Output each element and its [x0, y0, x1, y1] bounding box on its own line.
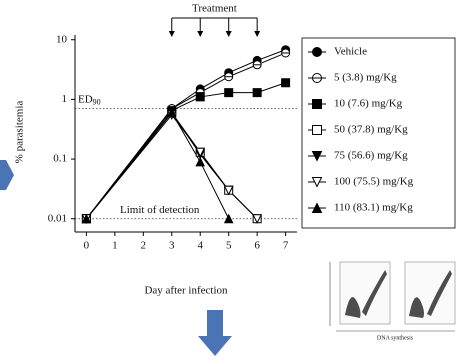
marker	[225, 89, 233, 97]
reference-label: ED90	[78, 93, 101, 106]
legend-label: 5 (3.8) mg/Kg	[334, 72, 397, 84]
x-tick-label: 1	[112, 240, 118, 252]
treatment-arrowhead	[226, 31, 232, 37]
reference-text: ED	[78, 93, 93, 105]
marker	[253, 89, 261, 97]
x-tick-label: 7	[283, 240, 289, 252]
marker	[196, 158, 204, 166]
treatment-arrowhead	[169, 31, 175, 37]
treatment-arrowhead	[197, 31, 203, 37]
legend-label: 100 (75.5) mg/Kg	[334, 176, 414, 188]
reference-text: Limit of detection	[120, 203, 200, 215]
blue-arrow-left	[0, 160, 14, 190]
y-tick-label: 0.1	[53, 153, 67, 165]
x-tick-label: 0	[84, 240, 90, 252]
y-tick-label: 0.01	[48, 212, 67, 224]
reference-subscript: 90	[93, 97, 101, 106]
series-line	[86, 83, 285, 219]
x-tick-label: 5	[226, 240, 232, 252]
y-tick-label: 10	[56, 33, 68, 45]
blue-arrow-down	[198, 310, 232, 356]
legend-label: 10 (7.6) mg/Kg	[334, 98, 403, 110]
x-tick-label: 4	[197, 240, 203, 252]
treatment-arrowhead	[254, 31, 260, 37]
figure: % parasitemia Day after infection DNA sy…	[0, 0, 462, 364]
x-axis-label: Day after infection	[144, 285, 228, 297]
inset-x-label: DNA synthesis	[377, 335, 414, 341]
x-tick-label: 3	[169, 240, 175, 252]
marker	[313, 48, 322, 57]
inset-plots: DNA synthesis	[330, 262, 455, 341]
x-tick-label: 2	[141, 240, 147, 252]
legend-label: 50 (37.8) mg/Kg	[334, 124, 408, 136]
treatment-label: Treatment	[192, 3, 237, 15]
x-tick-label: 6	[254, 240, 260, 252]
marker	[313, 126, 322, 135]
legend-label: 110 (83.1) mg/Kg	[334, 202, 413, 214]
marker	[313, 100, 322, 109]
y-tick-label: 1	[62, 93, 68, 105]
y-axis-label: % parasitemia	[14, 101, 26, 164]
reference-label: Limit of detection	[120, 203, 200, 215]
legend-label: 75 (56.6) mg/Kg	[334, 150, 408, 162]
series-line	[86, 53, 285, 219]
legend-label: Vehicle	[334, 46, 367, 58]
marker	[282, 79, 290, 87]
marker	[196, 93, 204, 101]
